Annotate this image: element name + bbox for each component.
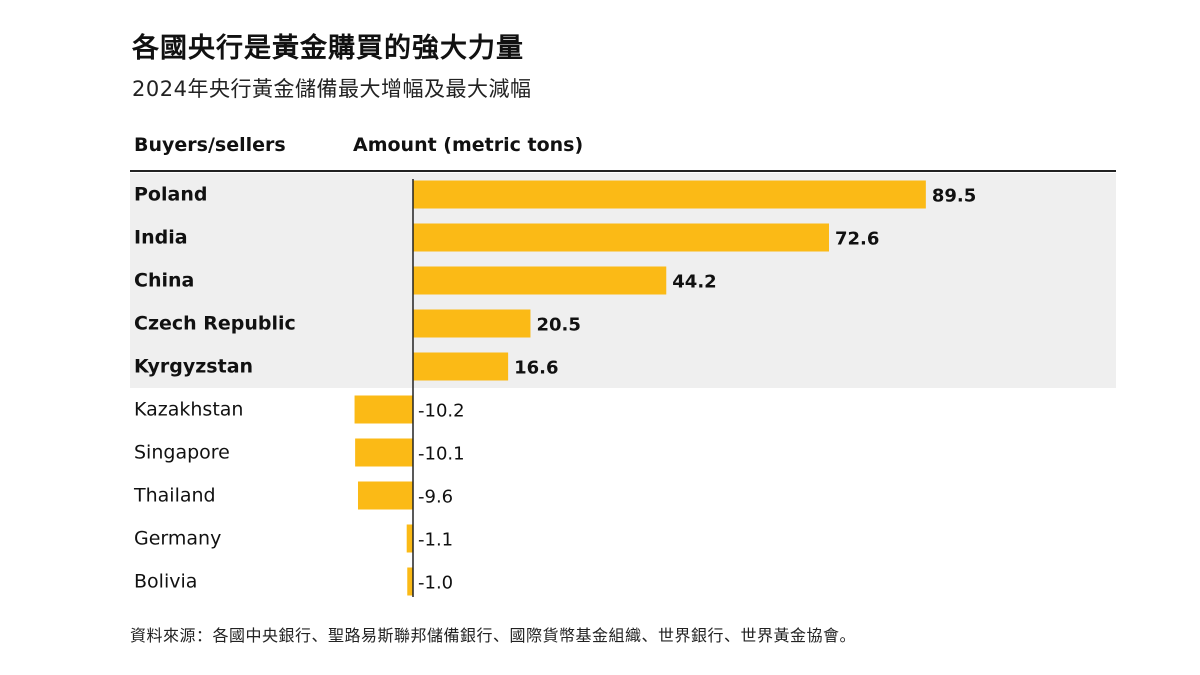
bar-poland (413, 180, 926, 209)
category-label-czech-republic: Czech Republic (134, 313, 296, 335)
bar-india (413, 223, 829, 252)
value-label-bolivia: -1.0 (418, 573, 453, 594)
chart-title: 各國央行是黃金購買的強大力量 (132, 33, 524, 64)
category-label-china: China (134, 270, 194, 292)
value-label-china: 44.2 (672, 272, 716, 293)
bar-china (413, 266, 667, 295)
bar-kazakhstan (354, 395, 413, 424)
value-label-czech-republic: 20.5 (536, 315, 580, 336)
category-label-kazakhstan: Kazakhstan (134, 399, 243, 421)
value-label-kyrgyzstan: 16.6 (514, 358, 558, 379)
category-label-kyrgyzstan: Kyrgyzstan (134, 356, 253, 378)
value-column-header: Amount (metric tons) (353, 134, 584, 156)
chart-subtitle: 2024年央行黃金儲備最大增幅及最大減幅 (132, 77, 532, 101)
value-label-poland: 89.5 (932, 186, 976, 207)
bar-czech-republic (413, 309, 531, 338)
bar-germany (406, 524, 413, 553)
category-label-singapore: Singapore (134, 442, 230, 464)
category-label-india: India (134, 227, 188, 249)
header-rule (130, 170, 1116, 172)
bar-thailand (357, 481, 413, 510)
category-label-bolivia: Bolivia (134, 571, 197, 593)
value-label-india: 72.6 (835, 229, 879, 250)
category-label-germany: Germany (134, 528, 221, 550)
category-label-poland: Poland (134, 184, 207, 206)
value-label-kazakhstan: -10.2 (418, 401, 465, 422)
source-note: 資料來源：各國中央銀行、聖路易斯聯邦儲備銀行、國際貨幣基金組織、世界銀行、世界黃… (130, 626, 857, 645)
bar-singapore (355, 438, 413, 467)
value-label-singapore: -10.1 (418, 444, 465, 465)
category-column-header: Buyers/sellers (134, 134, 286, 156)
category-label-thailand: Thailand (133, 485, 216, 507)
value-label-germany: -1.1 (418, 530, 453, 551)
bar-kyrgyzstan (413, 352, 509, 381)
value-label-thailand: -9.6 (418, 487, 453, 508)
bar-bolivia (407, 567, 413, 596)
